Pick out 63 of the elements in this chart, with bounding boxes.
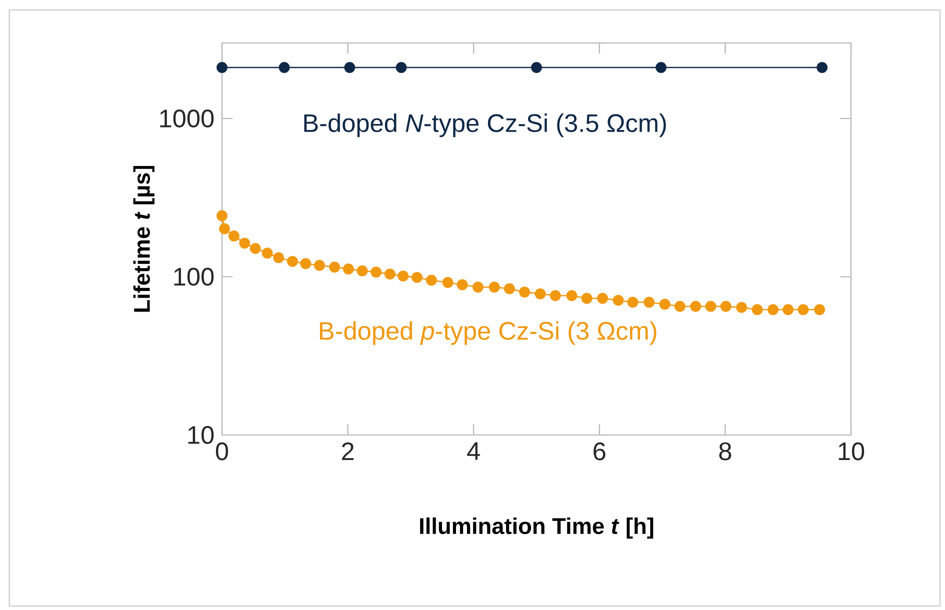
point <box>659 298 670 310</box>
series-label: B-doped p-type Cz-Si (3 Ωcm) <box>320 321 656 345</box>
x-axis-title: Illumination Time t [h] <box>420 517 654 539</box>
point <box>262 248 273 259</box>
point <box>426 274 437 286</box>
y-tick-label: 10 <box>188 426 214 444</box>
point <box>456 279 468 290</box>
point <box>736 302 748 313</box>
point <box>329 262 340 273</box>
x-tick-label: 6 <box>594 442 606 460</box>
point <box>384 268 396 280</box>
point <box>768 304 778 316</box>
point <box>342 263 354 274</box>
point <box>798 304 809 316</box>
x-tick-label: 4 <box>467 442 480 460</box>
point <box>273 252 284 264</box>
point <box>398 270 409 282</box>
point <box>228 230 240 242</box>
series-label: B-doped N-type Cz-Si (3.5 Ωcm) <box>304 114 666 138</box>
point <box>356 265 368 276</box>
point <box>412 272 422 283</box>
y-tick-label: 100 <box>174 268 214 286</box>
point <box>656 62 667 73</box>
point <box>216 62 228 73</box>
point <box>752 304 763 316</box>
x-tick-label: 10 <box>838 442 864 460</box>
point <box>597 292 608 304</box>
point <box>690 300 702 312</box>
point <box>674 300 686 312</box>
point <box>534 288 546 300</box>
point <box>627 296 638 308</box>
point <box>250 242 261 254</box>
point <box>472 282 484 293</box>
point <box>504 283 515 294</box>
x-tick-label: 8 <box>719 442 732 460</box>
point <box>216 210 228 222</box>
point <box>219 223 230 234</box>
point <box>550 290 561 302</box>
point <box>344 62 356 73</box>
point <box>278 62 290 73</box>
point <box>644 296 655 308</box>
point <box>782 304 794 316</box>
point <box>370 266 382 278</box>
point <box>519 286 530 298</box>
point <box>442 277 454 288</box>
point <box>612 294 624 306</box>
point <box>816 62 828 73</box>
point <box>396 62 407 73</box>
point <box>814 304 826 316</box>
point <box>300 258 312 270</box>
x-tick-label: 0 <box>216 442 228 460</box>
point <box>720 300 732 312</box>
point <box>705 300 716 312</box>
point <box>581 292 592 304</box>
point <box>239 238 250 249</box>
y-axis-title: Lifetime t [µs] <box>133 166 154 312</box>
x-tick-label: 2 <box>342 442 354 460</box>
point <box>286 256 298 267</box>
y-tick-label: 1000 <box>160 110 214 128</box>
point <box>531 62 542 73</box>
point <box>314 260 325 271</box>
point <box>566 290 578 302</box>
point <box>488 282 500 293</box>
